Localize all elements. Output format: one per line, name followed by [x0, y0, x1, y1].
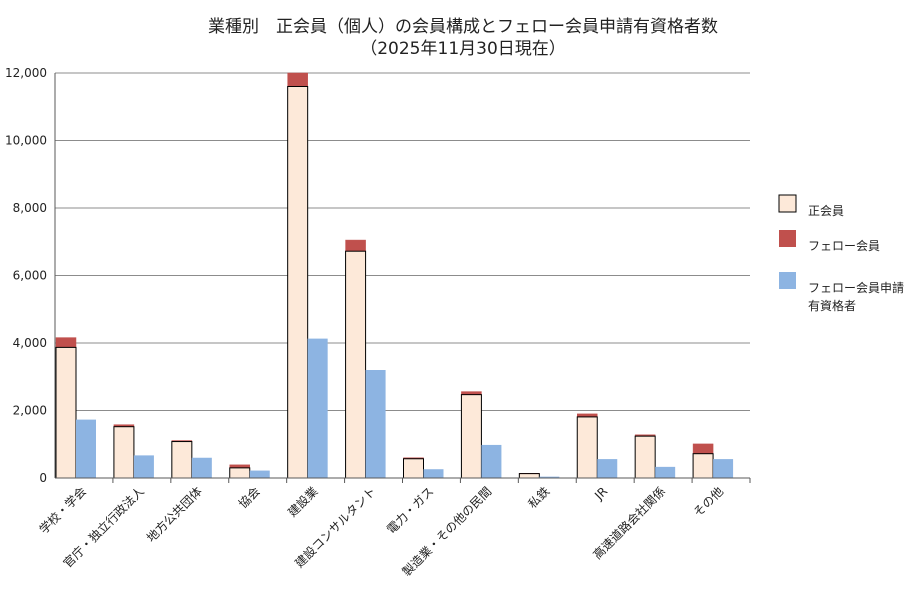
y-axis: 0 2,000 4,000 6,000 8,000 10,000 12,000 [5, 66, 56, 485]
bar-regular-member [113, 426, 135, 479]
x-tick-label: 私鉄 [525, 484, 553, 512]
bar-fellow-eligible [133, 455, 154, 478]
bar-regular-member [576, 416, 598, 479]
bar-regular-member [55, 346, 77, 479]
y-tick-label: 10,000 [5, 134, 47, 148]
legend-label-line2: 有資格者 [808, 298, 856, 313]
legend-swatch [778, 194, 797, 213]
bar-regular-member [692, 453, 714, 479]
bar-fellow-eligible [76, 419, 96, 478]
y-tick-label: 8,000 [13, 201, 47, 215]
x-tick-label: 学校・学会 [36, 484, 89, 537]
bar-regular-member [634, 435, 656, 479]
y-tick-label: 2,000 [13, 404, 47, 418]
y-tick-label: 0 [39, 471, 47, 485]
bar-fellow-eligible [365, 370, 386, 478]
bar-regular-member [345, 250, 367, 479]
x-tick-label: その他 [691, 484, 726, 519]
bar-regular-member [287, 86, 309, 479]
bar-fellow-eligible [655, 466, 676, 478]
y-tick-label: 6,000 [13, 269, 47, 283]
bar-regular-member [171, 441, 193, 479]
bar-regular-member [229, 467, 251, 479]
bar-fellow-eligible [539, 476, 560, 478]
bar-fellow-eligible [597, 459, 618, 478]
bar-fellow [55, 337, 77, 348]
legend-label: 正会員 [808, 204, 844, 218]
legend-label: フェロー会員申請 [808, 281, 904, 295]
x-tick-label: 地方公共団体 [143, 484, 205, 546]
bar-fellow [287, 72, 308, 87]
legend-swatch [779, 272, 796, 289]
bar-fellow-eligible [307, 338, 328, 478]
bar-regular-member [460, 394, 482, 479]
bar-fellow-eligible [423, 469, 444, 478]
legend-swatch [779, 230, 796, 247]
bar-fellow-eligible [249, 470, 270, 478]
bar-fellow [692, 443, 714, 454]
bar-fellow-eligible [481, 444, 502, 478]
legend-label: フェロー会員 [808, 239, 880, 253]
bar-fellow [345, 239, 366, 252]
bar-regular-member [403, 458, 424, 479]
y-tick-label: 12,000 [5, 66, 47, 80]
x-tick-label: 協会 [235, 484, 263, 512]
chart-title: 業種別 正会員（個人）の会員構成とフェロー会員申請有資格者数 [208, 17, 718, 37]
y-tick-label: 4,000 [13, 336, 47, 350]
x-tick-label: 建設業 [285, 484, 321, 520]
bar-fellow-eligible [713, 459, 734, 478]
bar-fellow-eligible [191, 457, 212, 478]
x-tick-label: JR [591, 484, 610, 503]
chart-subtitle: （2025年11月30日現在） [360, 39, 566, 59]
gridlines [55, 72, 750, 479]
bar-regular-member [518, 473, 540, 479]
x-tick-label: 電力・ガス [384, 484, 436, 536]
